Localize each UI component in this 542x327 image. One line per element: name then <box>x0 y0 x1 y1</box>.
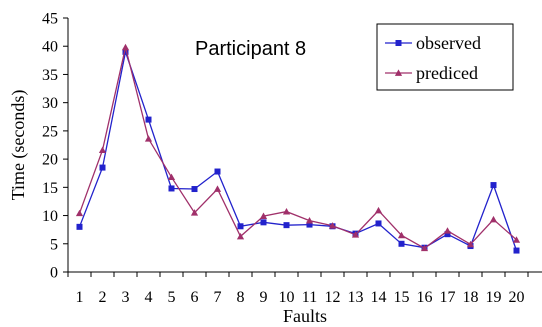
data-point-prediced <box>167 173 176 181</box>
data-point-prediced <box>75 209 84 217</box>
x-tick-label: 15 <box>394 289 410 306</box>
data-point-observed <box>490 182 497 189</box>
data-point-observed <box>260 219 267 226</box>
data-point-observed <box>398 240 405 247</box>
x-tick-label: 3 <box>122 289 130 306</box>
y-tick-label: 10 <box>42 208 58 225</box>
x-tick-label: 20 <box>509 289 525 306</box>
y-tick-label: 45 <box>42 11 58 28</box>
chart-title: Participant 8 <box>195 38 306 60</box>
y-tick-label: 35 <box>42 67 58 84</box>
data-point-prediced <box>351 231 360 238</box>
y-ticks: 0 5 10 15 20 25 30 35 40 45 <box>42 11 68 282</box>
x-tick-label: 9 <box>260 289 268 306</box>
x-tick-label: 12 <box>325 289 341 306</box>
x-tick-label: 5 <box>168 289 176 306</box>
data-point-observed <box>191 186 198 193</box>
data-point-prediced <box>121 43 130 51</box>
legend-label: observed <box>416 33 481 53</box>
x-axis-title: Faults <box>283 306 327 326</box>
data-point-observed <box>76 223 83 230</box>
data-point-prediced <box>328 222 337 229</box>
y-tick-label: 5 <box>50 236 58 253</box>
data-point-observed <box>444 231 451 238</box>
series-line <box>78 49 518 251</box>
data-point-observed <box>513 247 520 254</box>
y-tick-label: 0 <box>50 265 58 282</box>
data-point-prediced <box>259 212 268 219</box>
x-tick-label: 6 <box>191 289 199 306</box>
data-point-prediced <box>397 231 406 239</box>
y-axis-title: Time (seconds) <box>8 90 29 201</box>
data-point-observed <box>214 168 221 175</box>
data-point-prediced <box>466 240 475 248</box>
x-tick-label: 11 <box>302 289 317 306</box>
series-layer <box>75 43 521 254</box>
data-point-prediced <box>443 227 452 234</box>
x-tick-label: 14 <box>371 289 387 306</box>
data-point-prediced <box>144 135 153 142</box>
data-point-prediced <box>374 206 383 214</box>
x-tick-label: 8 <box>237 289 245 306</box>
x-tick-label: 13 <box>348 289 364 306</box>
data-point-prediced <box>305 217 314 224</box>
y-tick-label: 40 <box>42 39 58 56</box>
y-tick-label: 25 <box>42 123 58 140</box>
data-point-prediced <box>190 209 199 216</box>
data-point-observed <box>99 164 106 171</box>
legend: observed prediced <box>376 23 514 91</box>
series-line <box>78 47 517 250</box>
x-tick-label: 4 <box>145 289 153 306</box>
legend-marker <box>395 40 402 46</box>
data-point-prediced <box>489 215 498 223</box>
data-point-prediced <box>420 244 429 252</box>
data-point-observed <box>375 220 382 227</box>
x-tick-label: 18 <box>463 289 479 306</box>
y-tick-label: 20 <box>42 152 58 169</box>
series-prediced <box>75 43 521 252</box>
data-point-observed <box>122 48 129 55</box>
x-tick-label: 2 <box>99 289 107 306</box>
x-tick-label: 17 <box>440 289 456 306</box>
axes <box>67 18 542 273</box>
data-point-observed <box>145 116 152 123</box>
data-point-prediced <box>512 236 521 243</box>
data-point-observed <box>237 223 244 230</box>
legend-marker <box>394 69 403 76</box>
x-ticks: 1 2 3 4 5 6 7 8 9 10 11 12 13 14 15 16 17 18 19 20 <box>67 272 529 306</box>
data-point-prediced <box>213 185 222 192</box>
data-point-observed <box>168 185 175 192</box>
y-tick-label: 30 <box>42 95 58 112</box>
x-tick-label: 1 <box>76 289 84 306</box>
data-point-prediced <box>98 146 107 153</box>
data-point-observed <box>283 222 290 229</box>
legend-items: observed prediced <box>385 33 481 83</box>
data-point-prediced <box>236 232 245 240</box>
x-tick-label: 10 <box>279 289 295 306</box>
x-tick-label: 7 <box>214 289 222 306</box>
data-point-observed <box>306 221 313 228</box>
x-tick-label: 19 <box>486 289 502 306</box>
data-point-prediced <box>282 208 291 215</box>
x-tick-label: 16 <box>417 289 433 306</box>
legend-label: prediced <box>416 63 478 83</box>
legend-box <box>376 23 514 91</box>
y-tick-label: 15 <box>42 180 58 197</box>
